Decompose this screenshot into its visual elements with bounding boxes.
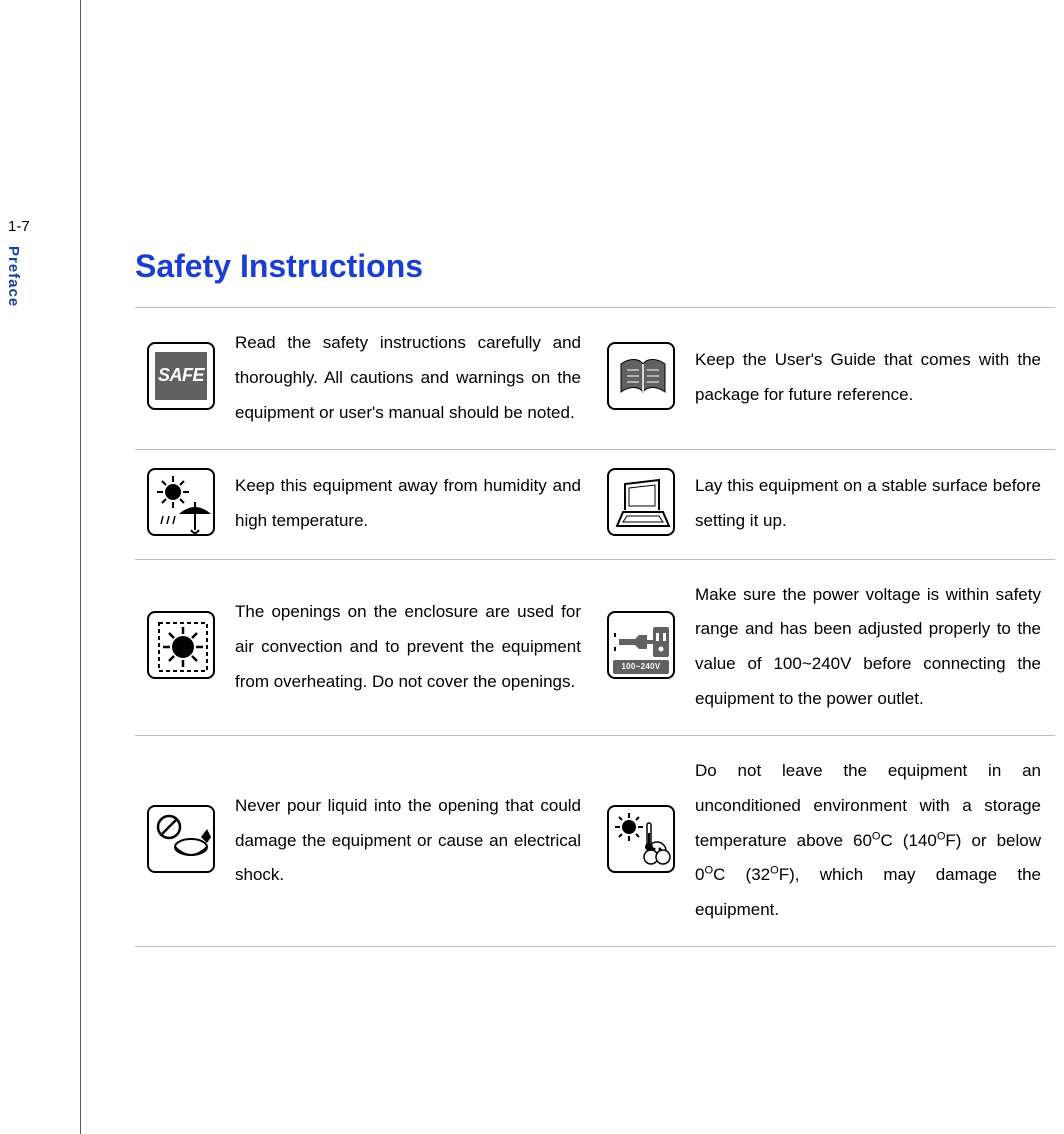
instruction-row: Never pour liquid into the opening that … bbox=[135, 735, 1055, 946]
instruction-text-cell: Make sure the power voltage is within sa… bbox=[695, 559, 1055, 735]
icon-cell bbox=[135, 735, 235, 946]
instruction-text-cell: Keep the User's Guide that comes with th… bbox=[695, 308, 1055, 450]
instruction-text-cell: Lay this equipment on a stable surface b… bbox=[695, 449, 1055, 559]
icon-cell bbox=[135, 449, 235, 559]
temperature-environment-icon bbox=[607, 805, 675, 873]
icon-cell bbox=[595, 449, 695, 559]
icon-cell: SAFE bbox=[135, 308, 235, 450]
instruction-text-cell: Read the safety instructions carefully a… bbox=[235, 308, 595, 450]
instruction-text-cell: Keep this equipment away from humidity a… bbox=[235, 449, 595, 559]
power-plug-icon: 100~240V bbox=[607, 611, 675, 679]
icon-cell bbox=[595, 735, 695, 946]
instruction-text: Never pour liquid into the opening that … bbox=[235, 789, 587, 894]
instruction-text: Make sure the power voltage is within sa… bbox=[695, 578, 1047, 717]
instruction-text: Keep the User's Guide that comes with th… bbox=[695, 343, 1047, 413]
instruction-text: The openings on the enclosure are used f… bbox=[235, 595, 587, 700]
icon-cell bbox=[135, 559, 235, 735]
instruction-row: SAFE Read the safety instructions carefu… bbox=[135, 308, 1055, 450]
sun-umbrella-icon bbox=[147, 468, 215, 536]
safe-badge-text: SAFE bbox=[155, 352, 207, 400]
safety-instructions-table: SAFE Read the safety instructions carefu… bbox=[135, 307, 1055, 947]
open-book-icon bbox=[607, 342, 675, 410]
sidebar-section-label: Preface bbox=[2, 246, 22, 307]
instruction-text: Do not leave the equipment in an uncondi… bbox=[695, 754, 1047, 928]
laptop-surface-icon bbox=[607, 468, 675, 536]
page-title: Safety Instructions bbox=[135, 248, 1055, 285]
no-liquid-icon bbox=[147, 805, 215, 873]
voltage-label: 100~240V bbox=[613, 660, 669, 674]
instruction-text-cell: The openings on the enclosure are used f… bbox=[235, 559, 595, 735]
page: 1-7 Preface Safety Instructions SAFE Rea… bbox=[0, 0, 1064, 1134]
instruction-text-cell: Do not leave the equipment in an uncondi… bbox=[695, 735, 1055, 946]
vertical-divider bbox=[80, 0, 81, 1134]
icon-cell: 100~240V bbox=[595, 559, 695, 735]
page-number: 1-7 bbox=[8, 218, 30, 235]
instruction-text: Lay this equipment on a stable surface b… bbox=[695, 469, 1047, 539]
instruction-text-cell: Never pour liquid into the opening that … bbox=[235, 735, 595, 946]
icon-cell bbox=[595, 308, 695, 450]
instruction-row: The openings on the enclosure are used f… bbox=[135, 559, 1055, 735]
content-area: Safety Instructions SAFE Read the safety… bbox=[135, 248, 1055, 947]
instruction-text: Read the safety instructions carefully a… bbox=[235, 326, 587, 431]
instruction-text: Keep this equipment away from humidity a… bbox=[235, 469, 587, 539]
instruction-row: Keep this equipment away from humidity a… bbox=[135, 449, 1055, 559]
safe-badge-icon: SAFE bbox=[147, 342, 215, 410]
sun-vent-icon bbox=[147, 611, 215, 679]
